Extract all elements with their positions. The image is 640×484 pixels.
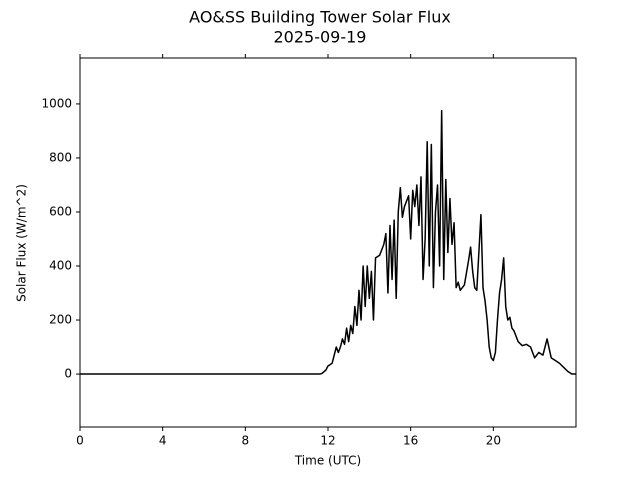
plot-frame	[79, 57, 577, 428]
x-tick-label: 16	[403, 434, 418, 448]
x-tick-label: 20	[486, 434, 501, 448]
y-tick-label: 800	[49, 150, 72, 164]
x-axis-label: Time (UTC)	[294, 454, 361, 468]
series-line	[80, 109, 576, 375]
y-tick-label: 400	[49, 259, 72, 273]
x-tick-label: 12	[320, 434, 335, 448]
y-tick-label: 600	[49, 204, 72, 218]
chart-subtitle: 2025-09-19	[274, 28, 367, 47]
x-tick-label: 8	[242, 434, 250, 448]
chart-title: AO&SS Building Tower Solar Flux	[189, 8, 451, 27]
y-axis-label: Solar Flux (W/m^2)	[15, 184, 29, 302]
y-tick-label: 200	[49, 313, 72, 327]
y-tick-label: 0	[64, 367, 72, 381]
x-tick-label: 4	[159, 434, 167, 448]
y-tick-label: 1000	[41, 96, 72, 110]
x-tick-label: 0	[76, 434, 84, 448]
